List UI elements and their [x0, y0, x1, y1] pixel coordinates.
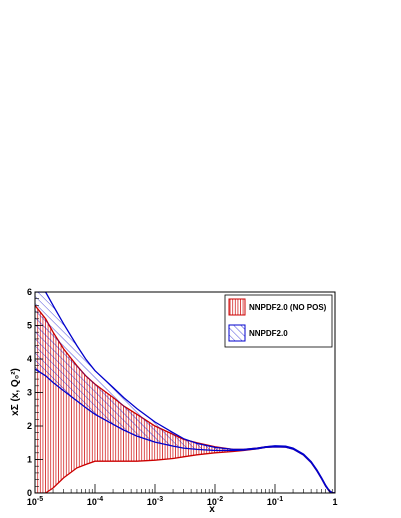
- x-axis: 10-5 10-4 10-3 10-2 10-1 1: [27, 484, 338, 507]
- y-tick-label: 4: [27, 354, 32, 364]
- x-tick-label: 1: [332, 497, 337, 507]
- band-nnpdf20: [35, 292, 335, 493]
- band-lower-edge-1: [35, 368, 335, 493]
- x-tick-label: 10-5: [27, 496, 43, 507]
- legend: NNPDF2.0 (NO POS) NNPDF2.0: [224, 294, 333, 348]
- y-axis-title: xΣ (x, Q₀²): [10, 368, 21, 416]
- y-tick-label: 1: [27, 455, 32, 465]
- y-tick-label: 6: [27, 287, 32, 297]
- x-tick-label: 10-1: [267, 496, 283, 507]
- band-nnpdf20-no-pos: [35, 305, 335, 493]
- y-tick-label: 0: [27, 488, 32, 498]
- x-tick-label: 10-2: [207, 496, 223, 507]
- y-tick-label: 5: [27, 321, 32, 331]
- y-tick-label: 3: [27, 388, 32, 398]
- legend-label-nnpdf: NNPDF2.0: [249, 329, 288, 338]
- legend-label-no-pos: NNPDF2.0 (NO POS): [249, 303, 327, 312]
- legend-swatch-no-pos: [228, 298, 246, 316]
- x-tick-label: 10-4: [87, 496, 103, 507]
- y-tick-label: 2: [27, 421, 32, 431]
- x-axis-title: x: [209, 504, 215, 515]
- legend-swatch-nnpdf: [228, 324, 246, 342]
- x-tick-label: 10-3: [147, 496, 163, 507]
- y-axis: 0 1 2 3 4 5 6: [27, 287, 43, 498]
